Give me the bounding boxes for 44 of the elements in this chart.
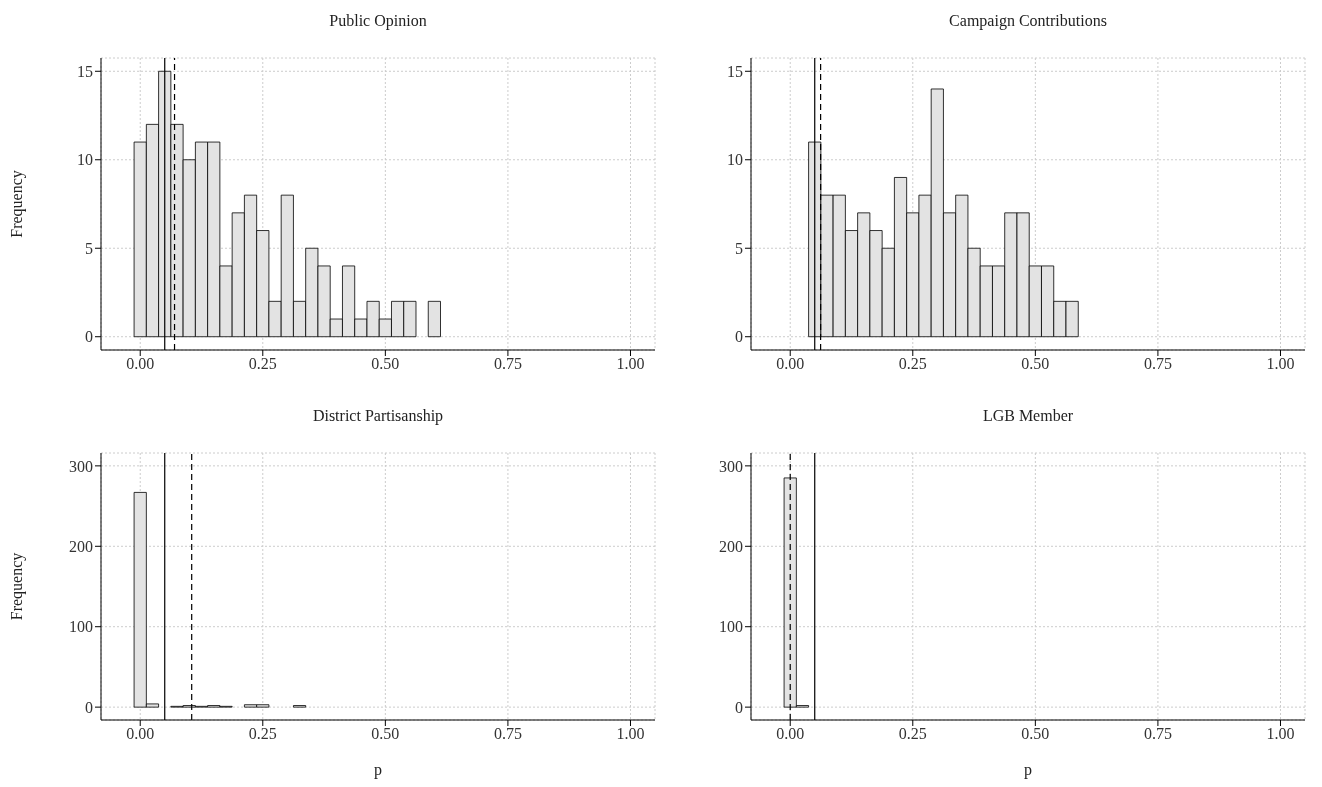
- y-tick-label: 300: [719, 457, 743, 475]
- x-tick-label: 0.50: [371, 355, 400, 373]
- x-tick-label: 1.00: [616, 355, 645, 373]
- y-tick-label: 0: [735, 328, 743, 346]
- x-tick-label: 1.00: [616, 725, 645, 743]
- x-tick-label: 0.75: [493, 355, 522, 373]
- y-tick-label: 5: [735, 239, 743, 257]
- chart-title: Public Opinion: [328, 12, 428, 30]
- y-tick-label: 0: [85, 328, 93, 346]
- y-tick-label: 100: [719, 618, 743, 636]
- y-axis-title: Frequency: [7, 552, 26, 621]
- x-tick-label: 0.75: [1143, 355, 1172, 373]
- x-axis-title: p: [374, 761, 382, 779]
- x-tick-label: 0.00: [126, 725, 155, 743]
- x-tick-label: 0.00: [126, 355, 155, 373]
- x-tick-label: 0.75: [1143, 725, 1172, 743]
- x-tick-label: 0.50: [371, 725, 400, 743]
- x-tick-label: 0.50: [1021, 725, 1050, 743]
- x-tick-label: 0.25: [898, 355, 927, 373]
- x-axis-title: p: [1024, 761, 1032, 779]
- y-tick-label: 300: [69, 457, 93, 475]
- y-tick-label: 0: [735, 698, 743, 716]
- x-tick-label: 0.00: [776, 725, 805, 743]
- y-tick-label: 10: [77, 151, 93, 169]
- y-tick-label: 15: [77, 62, 93, 80]
- x-tick-label: 0.00: [776, 355, 805, 373]
- y-tick-label: 5: [85, 239, 93, 257]
- chart-title: District Partisanship: [311, 407, 445, 425]
- x-tick-label: 1.00: [1266, 725, 1295, 743]
- y-tick-label: 15: [727, 62, 743, 80]
- x-tick-label: 0.25: [898, 725, 927, 743]
- x-tick-label: 0.50: [1021, 355, 1050, 373]
- y-tick-label: 200: [719, 537, 743, 555]
- x-tick-label: 1.00: [1266, 355, 1295, 373]
- chart-title: LGB Member: [981, 407, 1075, 425]
- x-tick-label: 0.25: [248, 725, 277, 743]
- y-tick-label: 200: [69, 537, 93, 555]
- chart-title: Campaign Contributions: [948, 12, 1108, 30]
- y-axis-title: Frequency: [7, 170, 26, 238]
- x-tick-label: 0.75: [493, 725, 522, 743]
- y-tick-label: 0: [85, 698, 93, 716]
- x-tick-label: 0.25: [248, 355, 277, 373]
- y-tick-label: 10: [727, 151, 743, 169]
- y-tick-label: 100: [69, 618, 93, 636]
